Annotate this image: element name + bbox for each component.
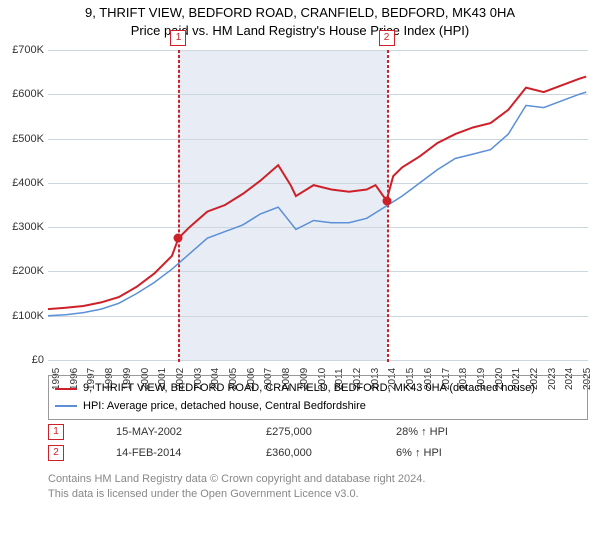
- y-tick-label: £0: [2, 354, 44, 366]
- chart-plot-area: £0£100K£200K£300K£400K£500K£600K£700K199…: [48, 50, 588, 360]
- legend-swatch-icon: [55, 388, 77, 390]
- sale-dot-icon: [382, 196, 391, 205]
- legend-label: HPI: Average price, detached house, Cent…: [83, 398, 366, 416]
- legend-row: 9, THRIFT VIEW, BEDFORD ROAD, CRANFIELD,…: [55, 380, 581, 398]
- sale-row-date: 14-FEB-2014: [116, 443, 226, 464]
- sale-row-badge: 2: [48, 445, 64, 461]
- legend-label: 9, THRIFT VIEW, BEDFORD ROAD, CRANFIELD,…: [83, 380, 535, 398]
- y-tick-label: £400K: [2, 177, 44, 189]
- y-tick-label: £600K: [2, 88, 44, 100]
- y-tick-label: £700K: [2, 44, 44, 56]
- footnote: Contains HM Land Registry data © Crown c…: [48, 472, 425, 503]
- y-tick-label: £500K: [2, 133, 44, 145]
- sale-markers-table: 1 15-MAY-2002 £275,000 28% ↑ HPI 2 14-FEB-201…: [48, 422, 448, 464]
- line-series-svg: [48, 50, 588, 360]
- sale-marker-badge: 1: [170, 30, 186, 46]
- title-address: 9, THRIFT VIEW, BEDFORD ROAD, CRANFIELD,…: [0, 4, 600, 22]
- sale-row-price: £360,000: [266, 443, 356, 464]
- footnote-line: Contains HM Land Registry data © Crown c…: [48, 472, 425, 487]
- y-tick-label: £100K: [2, 310, 44, 322]
- sale-row-delta: 28% ↑ HPI: [396, 422, 448, 443]
- legend-swatch-icon: [55, 405, 77, 407]
- title-subtitle: Price paid vs. HM Land Registry's House …: [0, 22, 600, 40]
- sale-row: 2 14-FEB-2014 £360,000 6% ↑ HPI: [48, 443, 448, 464]
- series-hpi: [48, 92, 586, 316]
- y-tick-label: £300K: [2, 221, 44, 233]
- title-block: 9, THRIFT VIEW, BEDFORD ROAD, CRANFIELD,…: [0, 0, 600, 39]
- series-price_paid: [48, 77, 586, 310]
- sale-row-date: 15-MAY-2002: [116, 422, 226, 443]
- legend-row: HPI: Average price, detached house, Cent…: [55, 398, 581, 416]
- sale-row-delta: 6% ↑ HPI: [396, 443, 442, 464]
- footnote-line: This data is licensed under the Open Gov…: [48, 487, 425, 502]
- legend: 9, THRIFT VIEW, BEDFORD ROAD, CRANFIELD,…: [48, 375, 588, 420]
- sale-row-price: £275,000: [266, 422, 356, 443]
- sale-row: 1 15-MAY-2002 £275,000 28% ↑ HPI: [48, 422, 448, 443]
- y-tick-label: £200K: [2, 265, 44, 277]
- sale-marker-badge: 2: [379, 30, 395, 46]
- sale-dot-icon: [174, 234, 183, 243]
- gridline: [48, 360, 588, 361]
- sale-row-badge: 1: [48, 424, 64, 440]
- chart-container: 9, THRIFT VIEW, BEDFORD ROAD, CRANFIELD,…: [0, 0, 600, 560]
